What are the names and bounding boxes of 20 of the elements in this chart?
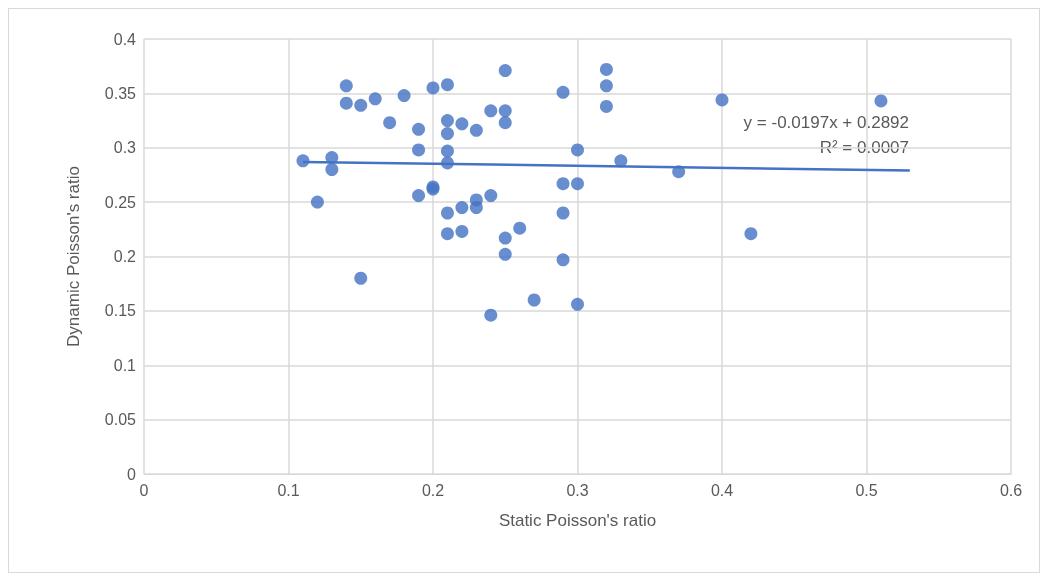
- y-tick-label: 0.2: [113, 248, 137, 265]
- annotation: y = -0.0197x + 0.2892: [743, 113, 909, 132]
- x-tick-label: 0.4: [710, 481, 734, 499]
- x-tick-label: 0.1: [277, 481, 300, 499]
- x-tick-label: 0.6: [999, 481, 1023, 499]
- annotation: R² = 0.0007: [819, 138, 909, 157]
- x-axis-title: Static Poisson's ratio: [498, 511, 657, 530]
- x-tick-label: 0.5: [855, 481, 878, 499]
- x-tick-label: 0.3: [566, 481, 589, 499]
- y-tick-label: 0.1: [113, 356, 137, 374]
- y-tick-label: 0.15: [104, 302, 137, 320]
- y-tick-label: 0.4: [113, 30, 137, 48]
- y-tick-label: 0.3: [113, 139, 137, 157]
- y-axis-title: Dynamic Poisson's ratio: [64, 166, 83, 347]
- y-tick-label: 0: [127, 465, 137, 483]
- y-tick-label: 0.35: [104, 84, 137, 102]
- x-tick-label: 0: [139, 481, 149, 499]
- y-tick-label: 0.05: [104, 411, 137, 429]
- y-tick-label: 0.25: [104, 193, 137, 211]
- x-tick-label: 0.2: [421, 481, 445, 499]
